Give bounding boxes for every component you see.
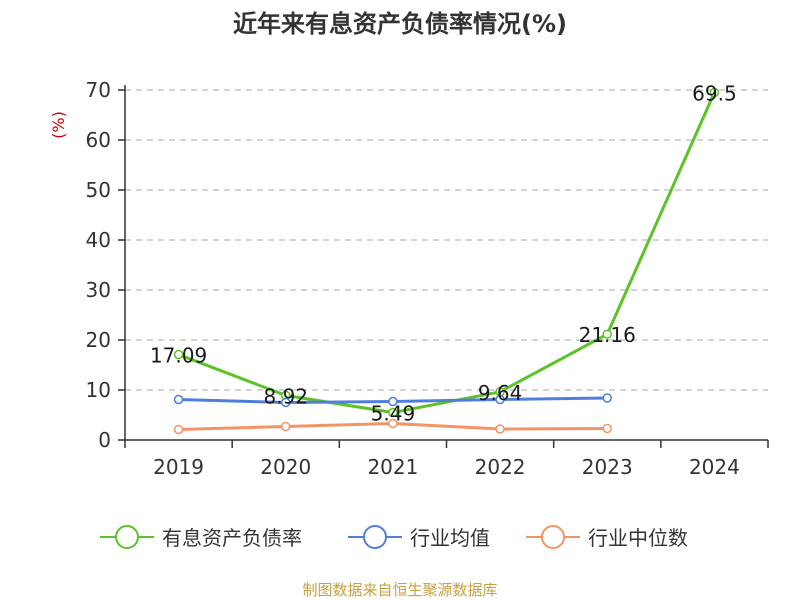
x-tick-label: 2021 — [367, 455, 418, 479]
data-point — [173, 349, 184, 360]
data-point — [173, 394, 184, 405]
axes — [118, 85, 769, 448]
legend-label-1: 有息资产负债率 — [162, 526, 302, 550]
x-tick-label: 2019 — [153, 455, 204, 479]
gridlines — [125, 89, 768, 391]
legend-marker-2 — [363, 525, 387, 549]
series-line-1 — [178, 91, 716, 415]
data-label: 69.5 — [692, 82, 737, 106]
data-point — [495, 424, 505, 434]
x-tick-label: 2020 — [260, 455, 311, 479]
data-label: 17.09 — [150, 344, 207, 368]
x-tick-labels: 2019 2020 2021 2022 2023 2024 — [153, 455, 740, 479]
data-labels: 17.09 8.92 5.49 9.64 21.16 69.5 — [150, 82, 737, 426]
data-point — [173, 424, 184, 435]
series-layer — [173, 87, 720, 435]
legend-label-3: 行业中位数 — [588, 526, 688, 550]
y-tick-label: 30 — [86, 278, 111, 302]
chart-title: 近年来有息资产负债率情况(%) — [233, 10, 567, 38]
y-tick-label: 20 — [86, 328, 111, 352]
data-point — [709, 87, 720, 98]
data-point — [281, 397, 291, 408]
y-tick-labels: 0 10 20 30 40 50 60 70 — [86, 78, 111, 452]
source-note: 制图数据来自恒生聚源数据库 — [302, 581, 497, 599]
data-point — [495, 394, 505, 405]
legend-marker-3 — [541, 525, 565, 549]
y-tick-label: 70 — [86, 78, 111, 102]
legend: 有息资产负债率 行业均值 行业中位数 — [100, 525, 688, 550]
y-tick-label: 10 — [86, 378, 111, 402]
data-label: 8.92 — [263, 384, 308, 408]
data-point — [602, 393, 612, 403]
data-point — [388, 396, 398, 407]
data-label: 5.49 — [371, 402, 416, 426]
data-point — [602, 329, 612, 339]
data-label: 21.16 — [579, 323, 636, 347]
y-axis-unit: (%) — [49, 111, 68, 139]
data-point — [388, 418, 398, 429]
x-tick-label: 2022 — [475, 455, 526, 479]
data-point — [281, 421, 291, 432]
y-tick-label: 60 — [86, 128, 111, 152]
x-tick-label: 2023 — [582, 455, 633, 479]
legend-marker-1 — [115, 525, 139, 549]
data-label: 9.64 — [478, 381, 523, 405]
legend-label-2: 行业均值 — [410, 526, 490, 550]
data-point — [602, 423, 612, 434]
data-point — [388, 407, 398, 418]
x-tick-label: 2024 — [689, 455, 740, 479]
y-tick-label: 40 — [86, 228, 111, 252]
y-tick-label: 0 — [98, 428, 111, 452]
y-tick-label: 50 — [86, 178, 111, 202]
